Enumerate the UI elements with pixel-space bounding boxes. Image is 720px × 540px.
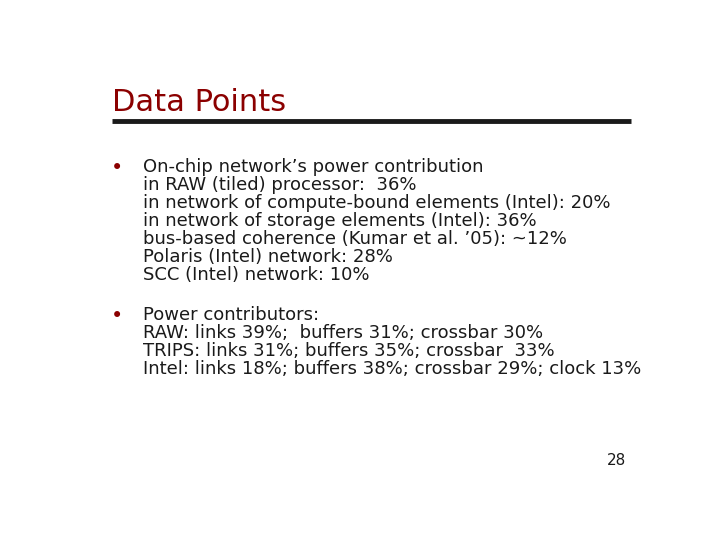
Text: bus-based coherence (Kumar et al. ’05): ~12%: bus-based coherence (Kumar et al. ’05): …: [143, 230, 567, 248]
Text: •: •: [111, 306, 123, 326]
Text: TRIPS: links 31%; buffers 35%; crossbar  33%: TRIPS: links 31%; buffers 35%; crossbar …: [143, 342, 554, 360]
Text: Polaris (Intel) network: 28%: Polaris (Intel) network: 28%: [143, 248, 393, 266]
Text: Data Points: Data Points: [112, 87, 287, 117]
Text: Intel: links 18%; buffers 38%; crossbar 29%; clock 13%: Intel: links 18%; buffers 38%; crossbar …: [143, 360, 642, 378]
Text: Power contributors:: Power contributors:: [143, 306, 319, 325]
Text: On-chip network’s power contribution: On-chip network’s power contribution: [143, 158, 484, 177]
Text: 28: 28: [606, 453, 626, 468]
Text: SCC (Intel) network: 10%: SCC (Intel) network: 10%: [143, 266, 369, 284]
Text: •: •: [111, 158, 123, 178]
Text: in network of storage elements (Intel): 36%: in network of storage elements (Intel): …: [143, 212, 536, 230]
Text: in RAW (tiled) processor:  36%: in RAW (tiled) processor: 36%: [143, 176, 416, 194]
Text: RAW: links 39%;  buffers 31%; crossbar 30%: RAW: links 39%; buffers 31%; crossbar 30…: [143, 324, 543, 342]
Text: in network of compute-bound elements (Intel): 20%: in network of compute-bound elements (In…: [143, 194, 611, 212]
